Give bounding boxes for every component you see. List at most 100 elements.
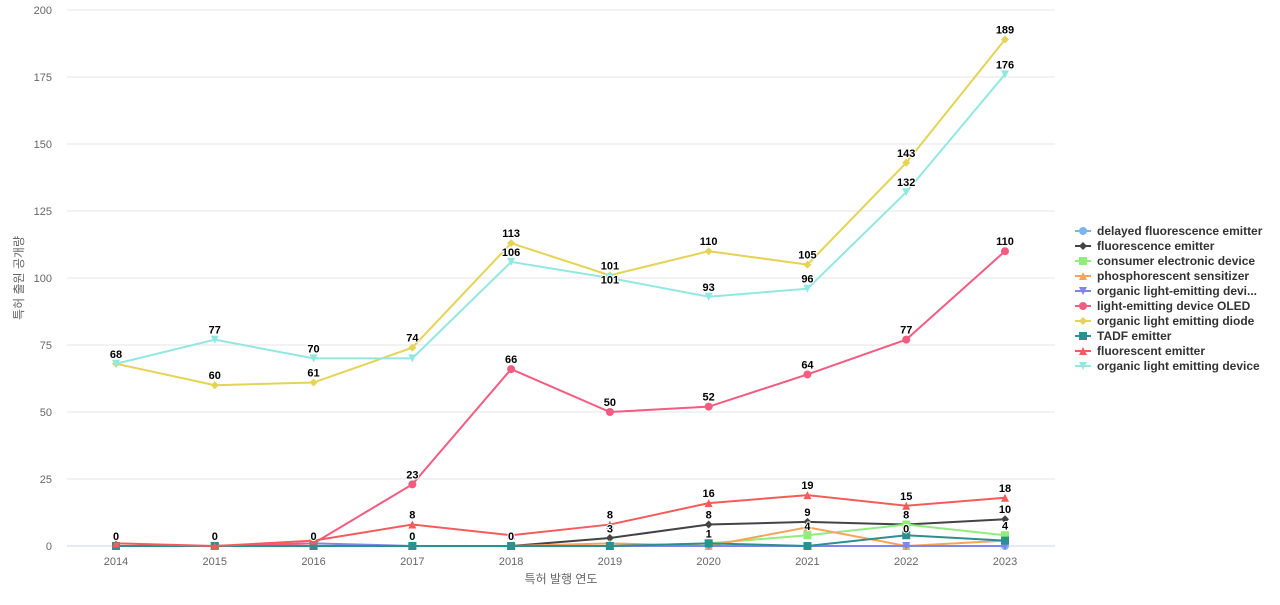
data-point[interactable] [902, 501, 911, 510]
data-point[interactable] [605, 274, 614, 282]
data-point[interactable] [803, 491, 812, 500]
legend-item[interactable]: organic light emitting diode [1075, 313, 1262, 328]
x-tick-label: 2015 [203, 556, 227, 568]
series-line [116, 534, 1006, 548]
data-point[interactable] [210, 542, 219, 550]
y-tick-label: 75 [40, 340, 52, 352]
legend-item[interactable]: fluorescent emitter [1075, 343, 1262, 358]
data-point[interactable] [902, 542, 911, 550]
data-point[interactable] [605, 520, 614, 529]
data-point[interactable] [507, 531, 516, 540]
series-line [115, 494, 1006, 548]
data-point[interactable] [408, 343, 417, 352]
data-point[interactable] [803, 523, 812, 532]
y-tick-label: 175 [34, 72, 52, 84]
data-point[interactable] [704, 539, 713, 548]
data-point[interactable] [408, 354, 417, 363]
data-point[interactable] [1001, 70, 1009, 79]
data-point[interactable] [507, 365, 516, 374]
x-axis-title: 특허 발행 연도 [525, 571, 598, 586]
data-point[interactable] [408, 480, 417, 489]
data-point[interactable] [803, 517, 812, 526]
data-point[interactable] [210, 335, 219, 344]
x-tick-label: 2021 [795, 556, 819, 568]
series-organic-light-emitting-device[interactable] [112, 70, 1009, 368]
series-organic-light-emitting-diode[interactable] [112, 35, 1009, 390]
data-point[interactable] [1001, 531, 1009, 540]
data-label: 189 [996, 24, 1014, 36]
data-point[interactable] [902, 531, 911, 540]
data-label: 101 [601, 274, 619, 286]
data-label: 96 [801, 274, 813, 286]
x-tick-label: 2023 [993, 556, 1017, 568]
data-point[interactable] [309, 354, 318, 363]
data-point[interactable] [803, 531, 812, 540]
legend-item[interactable]: phosphorescent sensitizer [1075, 268, 1262, 283]
data-point[interactable] [902, 188, 911, 197]
data-point[interactable] [803, 542, 812, 550]
data-point[interactable] [1001, 35, 1009, 44]
data-point[interactable] [704, 292, 713, 301]
data-label: 50 [604, 397, 616, 409]
legend-item[interactable]: organic light emitting device [1075, 358, 1262, 373]
legend-item[interactable]: TADF emitter [1075, 328, 1262, 343]
data-point[interactable] [704, 499, 713, 508]
data-label: 93 [703, 282, 715, 294]
series-light-emitting-device-oled[interactable] [112, 247, 1009, 550]
legend-item[interactable]: fluorescence emitter [1075, 238, 1262, 253]
data-label: 0 [409, 531, 415, 543]
data-label: 23 [406, 469, 418, 481]
data-point[interactable] [803, 260, 812, 269]
data-point[interactable] [704, 247, 713, 256]
data-point[interactable] [408, 520, 417, 529]
data-label: 110 [996, 236, 1014, 248]
data-point[interactable] [605, 408, 614, 416]
data-point[interactable] [902, 335, 911, 344]
data-label: 3 [607, 524, 613, 536]
data-point[interactable] [309, 536, 318, 545]
data-point[interactable] [1001, 493, 1009, 502]
data-point[interactable] [507, 257, 516, 266]
data-point[interactable] [704, 402, 713, 411]
data-point[interactable] [210, 381, 219, 390]
data-label: 64 [801, 359, 814, 371]
data-point[interactable] [704, 520, 713, 529]
data-point[interactable] [309, 378, 318, 387]
data-point[interactable] [605, 542, 614, 550]
data-point[interactable] [1001, 515, 1009, 524]
data-point[interactable] [112, 359, 120, 368]
series-fluorescent-emitter[interactable] [112, 491, 1009, 550]
legend-symbol-icon [1075, 241, 1091, 250]
data-label: 4 [1002, 520, 1009, 532]
data-label: 77 [209, 325, 221, 337]
data-label: 110 [700, 236, 718, 248]
data-point[interactable] [1001, 536, 1009, 545]
data-point[interactable] [803, 370, 812, 379]
data-label: 52 [703, 392, 715, 404]
data-point[interactable] [408, 542, 417, 550]
x-tick-label: 2019 [598, 556, 622, 568]
data-label: 18 [999, 483, 1011, 495]
legend-item[interactable]: light-emitting device OLED [1075, 298, 1262, 313]
legend-item[interactable]: consumer electronic device [1075, 253, 1262, 268]
y-axis-title: 특허 출원 공개량 [12, 236, 26, 320]
data-point[interactable] [803, 284, 812, 293]
data-point[interactable] [507, 239, 516, 248]
y-tick-label: 100 [34, 273, 52, 285]
x-tick-label: 2017 [400, 556, 424, 568]
data-point[interactable] [112, 539, 120, 548]
legend-label: consumer electronic device [1097, 253, 1256, 268]
data-label: 74 [406, 333, 419, 345]
legend-symbol-icon [1075, 361, 1091, 370]
data-point[interactable] [1001, 247, 1009, 256]
data-point[interactable] [309, 542, 318, 550]
data-point[interactable] [902, 520, 911, 529]
data-label: 0 [212, 531, 218, 543]
legend-item[interactable]: delayed fluorescence emitter [1075, 223, 1262, 238]
legend-item[interactable]: organic light-emitting devi... [1075, 283, 1262, 298]
data-point[interactable] [507, 542, 516, 550]
data-point[interactable] [902, 158, 911, 167]
data-label: 15 [900, 491, 912, 503]
y-tick-label: 200 [34, 5, 52, 17]
data-point[interactable] [605, 533, 614, 542]
